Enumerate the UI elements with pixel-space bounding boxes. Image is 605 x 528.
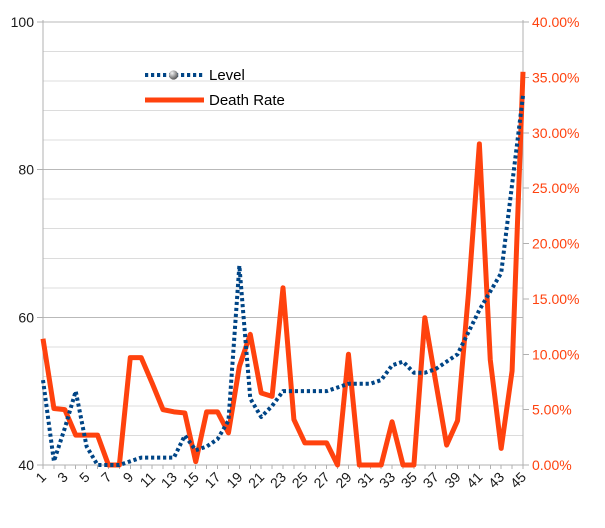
right-axis-label: 20.00% [532, 236, 579, 252]
right-axis-label: 5.00% [532, 402, 572, 418]
axis-labels: 40 60 80 100 0.00% 5.00% 10.00% 15.00% 20.00% 25.… [11, 14, 580, 491]
x-axis-label: 11 [137, 469, 159, 491]
x-axis-label: 27 [310, 469, 332, 491]
level-series-line [41, 95, 525, 467]
left-axis-label: 100 [11, 14, 35, 30]
legend-label-level: Level [209, 67, 245, 84]
x-axis-label: 1 [32, 469, 49, 486]
legend-label-death-rate: Death Rate [209, 92, 285, 109]
x-axis-label: 39 [441, 469, 463, 491]
x-axis-label: 29 [332, 469, 354, 491]
x-axis-label: 37 [420, 469, 442, 491]
x-axis-label: 17 [201, 469, 223, 491]
death-rate-series-line [40, 71, 526, 468]
left-axis-label: 40 [18, 457, 34, 473]
right-axis-label: 25.00% [532, 180, 579, 196]
right-axis-label: 35.00% [532, 69, 579, 85]
x-axis-label: 43 [485, 469, 507, 491]
left-axis-label: 60 [18, 309, 34, 325]
axes [37, 20, 529, 469]
right-axis-label: 10.00% [532, 346, 579, 362]
x-axis-label: 15 [180, 469, 202, 491]
x-axis-label: 31 [354, 469, 376, 491]
right-axis-label: 0.00% [532, 457, 572, 473]
x-axis-label: 23 [267, 469, 289, 491]
legend-level-sphere-marker-icon [168, 70, 179, 80]
x-axis-label: 25 [289, 469, 311, 491]
gridlines [43, 21, 523, 436]
left-axis-label: 80 [18, 162, 34, 178]
x-axis-label: 21 [245, 469, 267, 491]
x-axis-label: 13 [158, 469, 180, 491]
x-axis-label: 3 [54, 469, 71, 486]
x-axis-label: 45 [507, 469, 529, 491]
x-axis-label: 35 [398, 469, 420, 491]
x-axis-label: 9 [120, 469, 137, 486]
x-axis-label: 7 [98, 469, 115, 486]
x-axis-label: 41 [463, 469, 485, 491]
right-axis-label: 30.00% [532, 125, 579, 141]
series [40, 71, 526, 468]
x-axis-label: 19 [223, 469, 245, 491]
x-axis-label: 33 [376, 469, 398, 491]
right-axis-label: 15.00% [532, 291, 579, 307]
legend: Level Death Rate [145, 67, 285, 109]
right-axis-label: 40.00% [532, 14, 579, 30]
x-axis-label: 5 [76, 469, 93, 486]
